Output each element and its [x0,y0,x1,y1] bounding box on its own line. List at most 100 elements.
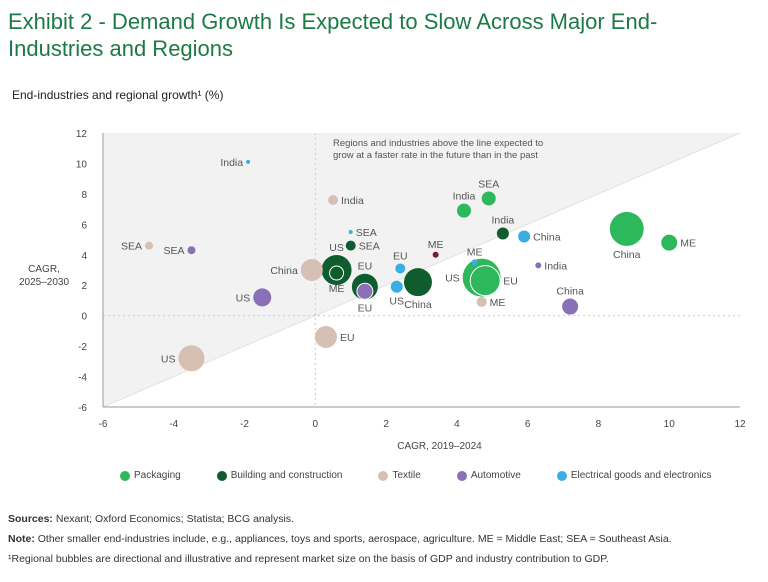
bubble-automotive-us [253,288,272,307]
bubble-textile-sea [145,241,154,250]
y-tick-label: 0 [81,312,87,323]
bubble-packaging-india [456,203,471,218]
bubble-packaging-me [661,234,678,251]
legend-label: Packaging [134,470,181,481]
bubble-label: EU [358,261,373,273]
bubble-electrical-goods-and-electronics-sea [348,229,353,234]
bubble-textile-us [178,345,205,372]
bubble-label: China [556,286,584,298]
bubble-label: India [544,260,567,272]
bubble-label: SEA [478,178,499,190]
bubble-label: China [404,299,432,311]
bubble-label: EU [340,332,355,344]
legend-dot-icon [456,470,467,481]
x-tick-label: 0 [313,419,319,430]
y-tick-label: 4 [81,251,87,262]
bubble-label: EU [393,250,408,262]
x-tick-label: 12 [734,419,746,430]
bubble-label: ME [490,297,506,309]
bubble-label: China [613,249,641,261]
bubble-label: US [236,292,251,304]
bubble-automotive-india [535,262,542,269]
bubble-building-and-construction-china [403,268,432,297]
legend-label: Building and construction [230,470,343,481]
bubble-label: ME [467,246,483,258]
bubble-packaging-china [609,211,644,246]
bubble-textile-eu [314,325,337,348]
bubble-textile-china [300,259,323,281]
bubble-label: India [453,191,476,203]
legend-item: Automotive [456,470,521,481]
legend-item: Packaging [120,470,181,481]
bubble-textile-india [328,194,339,205]
bubble-label: US [445,273,460,285]
bubble-electrical-goods-and-electronics-china [518,230,531,243]
footnote: ¹Regional bubbles are directional and il… [8,553,609,565]
legend-label: Electrical goods and electronics [570,470,712,481]
legend-dot-icon [378,470,389,481]
bubble-other-me [432,251,439,258]
bubble-label: ME [680,238,696,250]
y-tick-label: -6 [78,403,87,414]
x-tick-label: 6 [525,419,531,430]
legend-dot-icon [120,470,130,481]
x-tick-label: -2 [240,419,249,430]
bubble-label: US [329,242,344,254]
legend-label: Automotive [470,470,521,481]
bubble-building-and-construction-sea [345,240,356,251]
chart-title: Exhibit 2 - Demand Growth Is Expected to… [8,9,658,61]
y-tick-label: -2 [78,342,87,353]
sources-text: Nexant; Oxford Economics; Statista; BCG … [52,513,294,525]
bubble-label: China [533,232,561,244]
x-axis-label: CAGR, 2019–2024 [397,441,482,452]
y-axis-label: 2025–2030 [19,277,69,288]
bubble-electrical-goods-and-electronics-india [246,159,251,164]
annotation-text: grow at a faster rate in the future than… [333,150,538,161]
bubble-label: ME [428,239,444,251]
legend-dot-icon [216,470,227,481]
legend-item: Electrical goods and electronics [556,470,712,481]
note-label: Note: [8,533,35,545]
bubble-packaging-eu [469,265,501,297]
y-tick-label: 10 [76,159,88,170]
y-tick-label: 12 [76,129,88,140]
legend-item: Building and construction [216,470,343,481]
y-tick-label: -4 [78,373,87,384]
bubble-label: China [270,265,298,277]
bubble-label: SEA [356,227,377,239]
bubble-label: India [341,195,364,207]
legend-dot-icon [556,470,567,481]
bubble-electrical-goods-and-electronics-us [390,280,403,293]
bubble-packaging-sea [481,191,496,206]
bubble-automotive-eu [356,282,374,300]
legend-item: Textile [378,470,421,481]
legend: Packaging Building and construction Textil… [120,470,747,481]
bubble-label: SEA [163,245,184,257]
note: Note: Other smaller end-industries inclu… [8,533,672,545]
note-text: Other smaller end-industries include, e.… [34,533,672,545]
bubble-building-and-construction-me [329,265,345,281]
x-tick-label: 8 [596,419,602,430]
y-tick-label: 6 [81,220,87,231]
bubble-label: US [161,353,176,365]
bubble-label: SEA [359,241,380,253]
legend-label: Textile [392,470,421,481]
y-tick-label: 2 [81,281,87,292]
bubble-label: US [389,296,404,308]
x-tick-label: 10 [664,419,676,430]
sources-note: Sources: Nexant; Oxford Economics; Stati… [8,513,294,525]
bubble-automotive-china [562,298,579,315]
y-axis-label: CAGR, [28,264,60,275]
bubble-building-and-construction-india [496,227,509,240]
bubble-label: EU [358,302,373,314]
bubble-automotive-sea [187,246,196,255]
x-tick-label: 2 [383,419,389,430]
bubble-label: SEA [121,241,142,253]
x-tick-label: -4 [169,419,178,430]
annotation-text: Regions and industries above the line ex… [333,138,543,149]
y-tick-label: 8 [81,190,87,201]
bubble-label: ME [329,283,345,295]
x-tick-label: 4 [454,419,460,430]
bubble-label: India [220,157,243,169]
